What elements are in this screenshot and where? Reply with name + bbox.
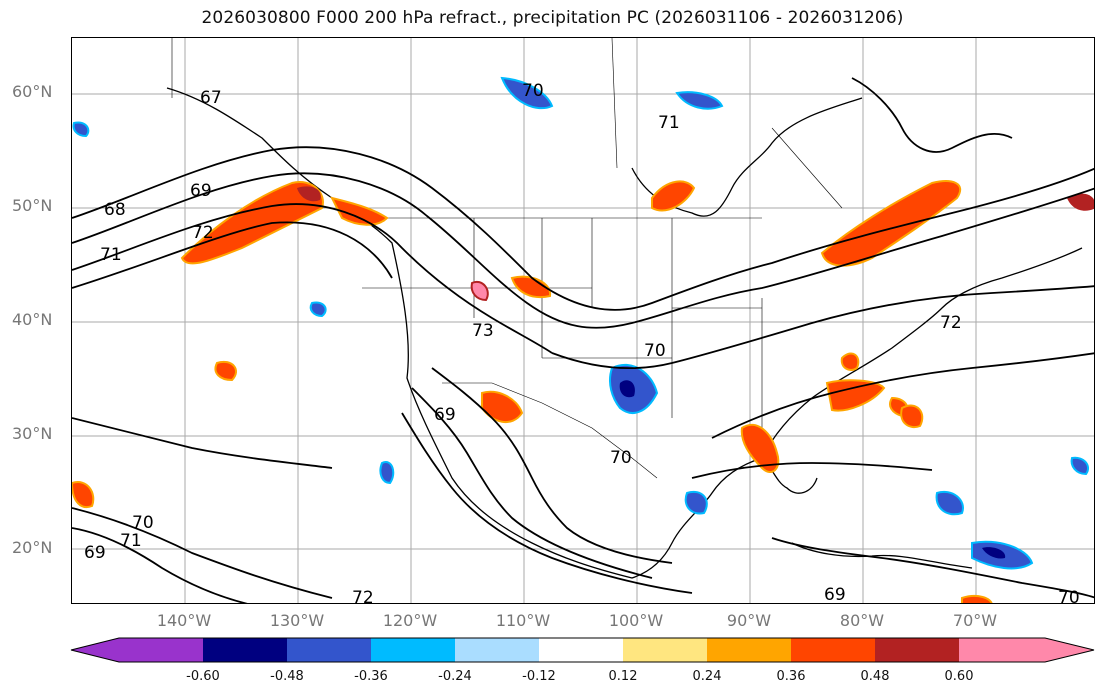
colorbar-outline	[70, 637, 1095, 663]
contour-label: 69	[190, 181, 212, 201]
lon-label-130w: 130°W	[269, 611, 325, 630]
colorbar-tick-label: 0.60	[944, 669, 974, 684]
colorbar-segment	[959, 638, 1045, 662]
lat-label-40n: 40°N	[12, 310, 53, 329]
lon-label-70w: 70°W	[952, 611, 998, 630]
colorbar-segment	[875, 638, 959, 662]
contour-label: 70	[1058, 588, 1080, 604]
lon-label-140w: 140°W	[156, 611, 212, 630]
colorbar-segment	[791, 638, 875, 662]
lon-label-90w: 90°W	[726, 611, 772, 630]
contour-label: 69	[84, 543, 106, 563]
colorbar-tick-label: 0.48	[860, 669, 890, 684]
contour-label: 70	[132, 513, 154, 533]
lon-label-80w: 80°W	[839, 611, 885, 630]
colorbar-segment	[287, 638, 371, 662]
colorbar-arrow-left	[71, 638, 119, 662]
graticule	[72, 38, 1094, 603]
colorbar-tick-label: -0.48	[270, 669, 304, 684]
colorbar-segment	[203, 638, 287, 662]
colorbar-segment	[455, 638, 539, 662]
map-title: 2026030800 F000 200 hPa refract., precip…	[201, 8, 904, 28]
contour-label: 70	[610, 448, 632, 468]
lat-label-20n: 20°N	[12, 538, 53, 557]
contour-label: 70	[644, 341, 666, 361]
contour-label: 71	[120, 531, 142, 551]
contour-label: 73	[472, 321, 494, 341]
colorbar-tick-label: -0.12	[522, 669, 556, 684]
map-panel: 67 68 69 72 71 70 73 69 70 71 70 72 71 6…	[71, 37, 1095, 604]
contour-label: 69	[434, 405, 456, 425]
lat-label-30n: 30°N	[12, 424, 53, 443]
lon-label-100w: 100°W	[608, 611, 664, 630]
colorbar-segment	[707, 638, 791, 662]
contour-label: 71	[658, 113, 680, 133]
lat-label-60n: 60°N	[12, 82, 53, 101]
colorbar-tick-label: 0.24	[692, 669, 722, 684]
lon-label-120w: 120°W	[382, 611, 438, 630]
colorbar-tick-label: 0.12	[608, 669, 638, 684]
precipitation-shading	[72, 76, 1094, 603]
contour-label: 72	[352, 588, 374, 604]
contour-label: 70	[522, 81, 544, 101]
contour-label: 68	[104, 200, 126, 220]
colorbar-tick-label: -0.24	[438, 669, 472, 684]
map-canvas: 67 68 69 72 71 70 73 69 70 71 70 72 71 6…	[72, 38, 1094, 604]
colorbar-tick-label: 0.36	[776, 669, 806, 684]
contour-label: 71	[100, 245, 122, 265]
contour-label: 72	[940, 313, 962, 333]
lon-label-110w: 110°W	[495, 611, 551, 630]
lat-label-50n: 50°N	[12, 196, 53, 215]
contour-label: 69	[824, 585, 846, 604]
colorbar-segment	[539, 638, 623, 662]
contour-label-group: 67 68 69 72 71 70 73 69 70 71 70 72 71 6…	[84, 81, 1080, 604]
contour-label: 67	[200, 88, 222, 108]
colorbar-arrow-right	[1045, 638, 1094, 662]
colorbar-segment	[119, 638, 203, 662]
refractivity-contours	[72, 77, 1094, 603]
colorbar-segment	[623, 638, 707, 662]
contour-label: 72	[192, 223, 214, 243]
colorbar-segment	[371, 638, 455, 662]
colorbar-tick-label: -0.36	[354, 669, 388, 684]
colorbar-tick-label: -0.60	[186, 669, 220, 684]
